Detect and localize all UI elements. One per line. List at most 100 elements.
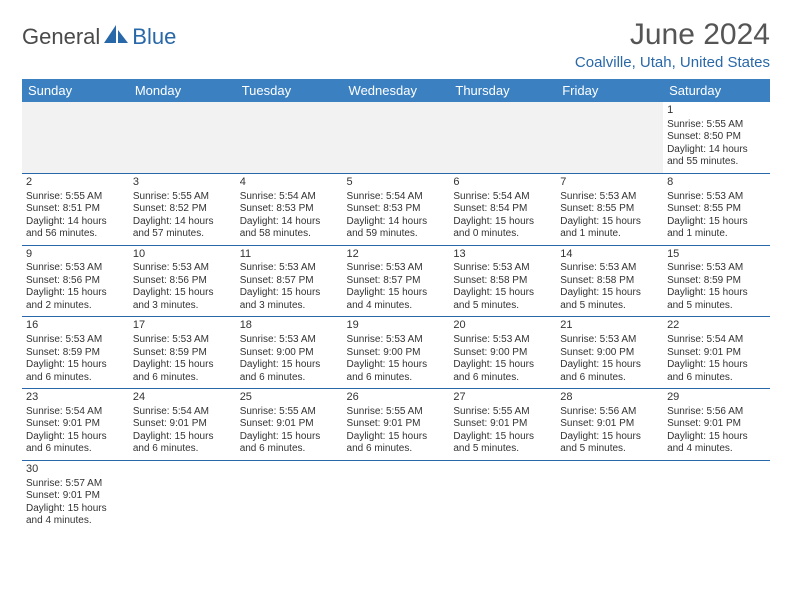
sunrise-text: Sunrise: 5:53 AM [133, 334, 232, 347]
sunrise-text: Sunrise: 5:54 AM [667, 334, 766, 347]
calendar-header-row: Sunday Monday Tuesday Wednesday Thursday… [22, 79, 770, 102]
sunset-text: Sunset: 9:01 PM [240, 418, 339, 431]
daylight-text: Daylight: 14 hours and 58 minutes. [240, 216, 339, 241]
sunset-text: Sunset: 8:55 PM [560, 203, 659, 216]
calendar-week: 16Sunrise: 5:53 AMSunset: 8:59 PMDayligh… [22, 317, 770, 389]
sunrise-text: Sunrise: 5:53 AM [26, 262, 125, 275]
daylight-text: Daylight: 15 hours and 0 minutes. [453, 216, 552, 241]
sunset-text: Sunset: 9:01 PM [667, 418, 766, 431]
sunset-text: Sunset: 8:59 PM [133, 347, 232, 360]
calendar-cell [343, 460, 450, 531]
sunrise-text: Sunrise: 5:54 AM [26, 406, 125, 419]
daylight-text: Daylight: 15 hours and 5 minutes. [453, 431, 552, 456]
daylight-text: Daylight: 15 hours and 3 minutes. [240, 287, 339, 312]
sunrise-text: Sunrise: 5:54 AM [240, 191, 339, 204]
sunset-text: Sunset: 8:56 PM [26, 275, 125, 288]
calendar-cell [663, 460, 770, 531]
calendar-cell: 27Sunrise: 5:55 AMSunset: 9:01 PMDayligh… [449, 389, 556, 461]
calendar-week: 30Sunrise: 5:57 AMSunset: 9:01 PMDayligh… [22, 460, 770, 531]
day-number: 6 [453, 176, 552, 190]
day-number: 16 [26, 319, 125, 333]
daylight-text: Daylight: 14 hours and 56 minutes. [26, 216, 125, 241]
calendar-cell: 18Sunrise: 5:53 AMSunset: 9:00 PMDayligh… [236, 317, 343, 389]
sunset-text: Sunset: 8:57 PM [347, 275, 446, 288]
sunrise-text: Sunrise: 5:53 AM [240, 334, 339, 347]
sunrise-text: Sunrise: 5:53 AM [560, 334, 659, 347]
daylight-text: Daylight: 15 hours and 1 minute. [560, 216, 659, 241]
calendar-cell: 1Sunrise: 5:55 AMSunset: 8:50 PMDaylight… [663, 102, 770, 173]
calendar-cell: 23Sunrise: 5:54 AMSunset: 9:01 PMDayligh… [22, 389, 129, 461]
day-number: 10 [133, 248, 232, 262]
calendar-cell [449, 102, 556, 173]
day-number: 18 [240, 319, 339, 333]
calendar-week: 1Sunrise: 5:55 AMSunset: 8:50 PMDaylight… [22, 102, 770, 173]
day-number: 13 [453, 248, 552, 262]
daylight-text: Daylight: 15 hours and 6 minutes. [347, 359, 446, 384]
calendar-cell [343, 102, 450, 173]
daylight-text: Daylight: 15 hours and 4 minutes. [667, 431, 766, 456]
sunset-text: Sunset: 8:51 PM [26, 203, 125, 216]
daylight-text: Daylight: 15 hours and 3 minutes. [133, 287, 232, 312]
sunrise-text: Sunrise: 5:54 AM [453, 191, 552, 204]
day-number: 24 [133, 391, 232, 405]
sunset-text: Sunset: 8:54 PM [453, 203, 552, 216]
sunrise-text: Sunrise: 5:55 AM [26, 191, 125, 204]
sail-icon [104, 25, 130, 50]
calendar-cell: 13Sunrise: 5:53 AMSunset: 8:58 PMDayligh… [449, 245, 556, 317]
day-number: 11 [240, 248, 339, 262]
sunset-text: Sunset: 8:55 PM [667, 203, 766, 216]
sunrise-text: Sunrise: 5:53 AM [453, 262, 552, 275]
daylight-text: Daylight: 15 hours and 2 minutes. [26, 287, 125, 312]
calendar-cell [129, 460, 236, 531]
daylight-text: Daylight: 15 hours and 5 minutes. [560, 287, 659, 312]
daylight-text: Daylight: 15 hours and 6 minutes. [347, 431, 446, 456]
calendar-cell [22, 102, 129, 173]
sunset-text: Sunset: 8:57 PM [240, 275, 339, 288]
header: General Blue June 2024 Coalville, Utah, … [22, 18, 770, 71]
sunrise-text: Sunrise: 5:55 AM [240, 406, 339, 419]
calendar-cell: 21Sunrise: 5:53 AMSunset: 9:00 PMDayligh… [556, 317, 663, 389]
daylight-text: Daylight: 15 hours and 6 minutes. [240, 431, 339, 456]
day-number: 9 [26, 248, 125, 262]
sunrise-text: Sunrise: 5:53 AM [347, 334, 446, 347]
col-tuesday: Tuesday [236, 79, 343, 102]
calendar-week: 2Sunrise: 5:55 AMSunset: 8:51 PMDaylight… [22, 173, 770, 245]
sunset-text: Sunset: 9:01 PM [667, 347, 766, 360]
sunset-text: Sunset: 9:01 PM [26, 418, 125, 431]
calendar-cell: 5Sunrise: 5:54 AMSunset: 8:53 PMDaylight… [343, 173, 450, 245]
sunset-text: Sunset: 9:00 PM [453, 347, 552, 360]
day-number: 27 [453, 391, 552, 405]
calendar-cell: 28Sunrise: 5:56 AMSunset: 9:01 PMDayligh… [556, 389, 663, 461]
sunrise-text: Sunrise: 5:53 AM [667, 262, 766, 275]
day-number: 3 [133, 176, 232, 190]
day-number: 20 [453, 319, 552, 333]
sunrise-text: Sunrise: 5:53 AM [667, 191, 766, 204]
sunrise-text: Sunrise: 5:56 AM [560, 406, 659, 419]
day-number: 12 [347, 248, 446, 262]
day-number: 4 [240, 176, 339, 190]
sunset-text: Sunset: 8:59 PM [667, 275, 766, 288]
sunrise-text: Sunrise: 5:54 AM [347, 191, 446, 204]
daylight-text: Daylight: 15 hours and 5 minutes. [560, 431, 659, 456]
sunset-text: Sunset: 8:59 PM [26, 347, 125, 360]
sunset-text: Sunset: 9:01 PM [26, 490, 125, 503]
daylight-text: Daylight: 14 hours and 57 minutes. [133, 216, 232, 241]
daylight-text: Daylight: 15 hours and 6 minutes. [667, 359, 766, 384]
daylight-text: Daylight: 15 hours and 6 minutes. [133, 431, 232, 456]
daylight-text: Daylight: 15 hours and 6 minutes. [133, 359, 232, 384]
daylight-text: Daylight: 14 hours and 59 minutes. [347, 216, 446, 241]
daylight-text: Daylight: 15 hours and 6 minutes. [26, 359, 125, 384]
calendar-week: 9Sunrise: 5:53 AMSunset: 8:56 PMDaylight… [22, 245, 770, 317]
calendar-cell [236, 102, 343, 173]
day-number: 5 [347, 176, 446, 190]
sunset-text: Sunset: 9:00 PM [560, 347, 659, 360]
day-number: 14 [560, 248, 659, 262]
sunrise-text: Sunrise: 5:57 AM [26, 478, 125, 491]
sunset-text: Sunset: 9:01 PM [347, 418, 446, 431]
day-number: 26 [347, 391, 446, 405]
day-number: 28 [560, 391, 659, 405]
calendar-cell: 14Sunrise: 5:53 AMSunset: 8:58 PMDayligh… [556, 245, 663, 317]
col-friday: Friday [556, 79, 663, 102]
day-number: 25 [240, 391, 339, 405]
day-number: 22 [667, 319, 766, 333]
